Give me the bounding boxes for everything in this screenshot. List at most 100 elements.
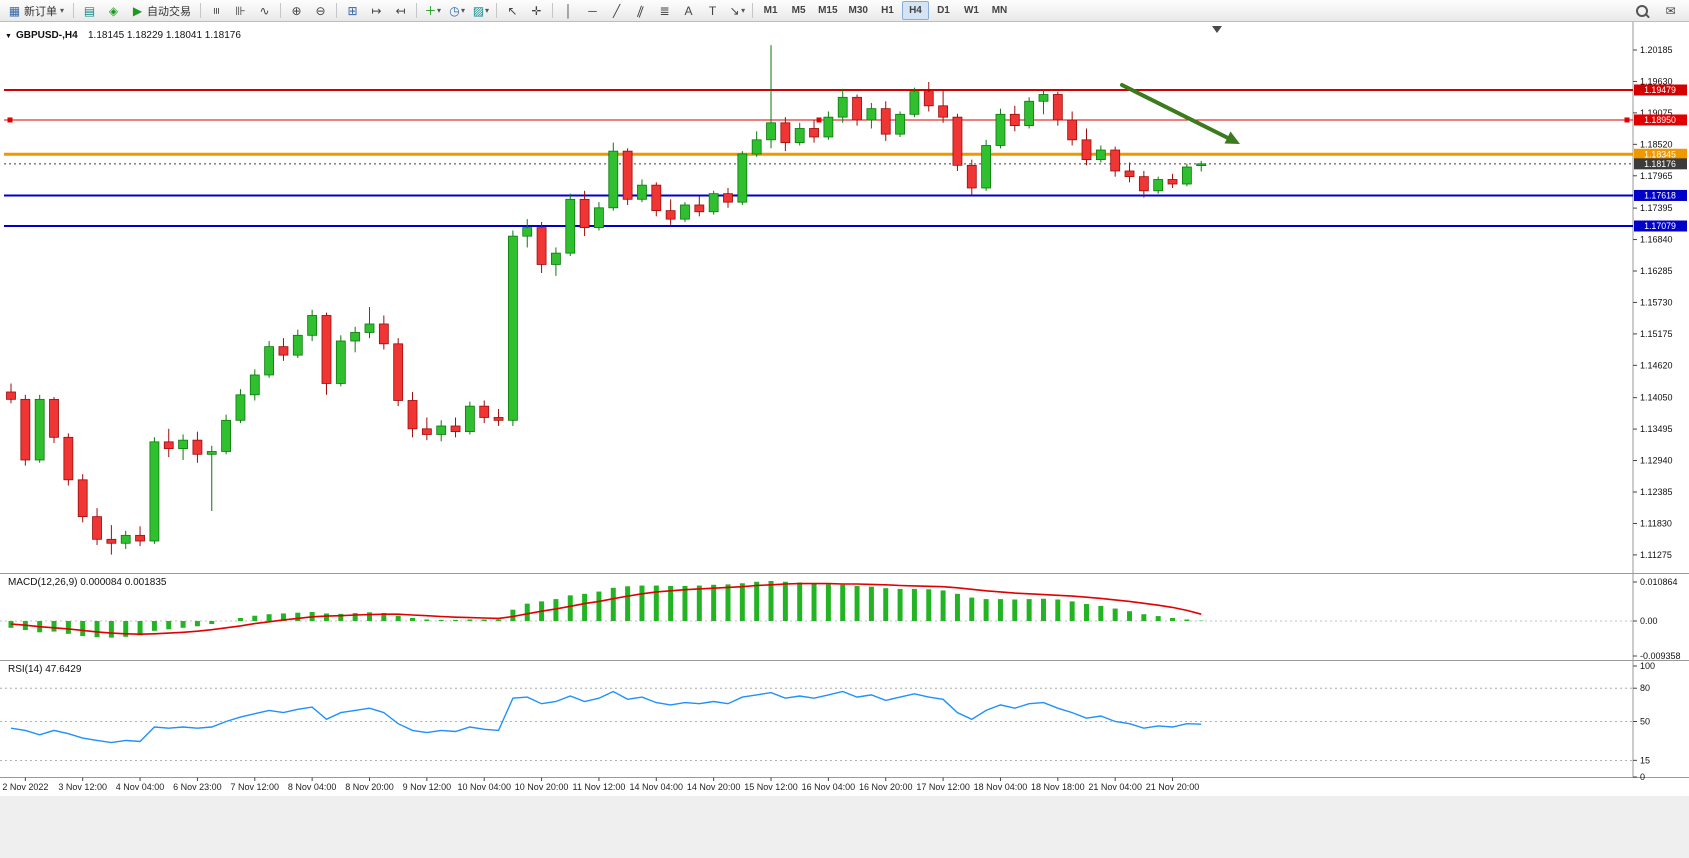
chart-shift-icon: ↤ <box>395 3 406 18</box>
zoom-in-icon: ⊕ <box>291 3 302 18</box>
trendline-button[interactable]: ╱ <box>605 1 628 20</box>
svg-text:9 Nov 12:00: 9 Nov 12:00 <box>403 782 452 792</box>
templates-button[interactable]: ▨ ▾ <box>469 1 492 20</box>
zoom-in-button[interactable]: ⊕ <box>285 1 308 20</box>
chevron-down-icon: ▾ <box>485 6 490 15</box>
candlestick-chart-button[interactable]: ⊪ <box>229 1 252 20</box>
timeframe-mn[interactable]: MN <box>991 5 1008 16</box>
toolbar-separator <box>336 3 338 18</box>
channel-button[interactable]: ∥ <box>629 1 652 20</box>
svg-text:17 Nov 12:00: 17 Nov 12:00 <box>916 782 970 792</box>
fibonacci-button[interactable]: ≣ <box>653 1 676 20</box>
chart-shift-marker <box>1212 26 1222 33</box>
timeframe-m30[interactable]: M30 <box>848 5 868 16</box>
trend-arrow-line[interactable] <box>1120 83 1230 140</box>
periods-button[interactable]: ◷ ▾ <box>445 1 468 20</box>
autotrading-button[interactable]: ▶ 自动交易 <box>126 1 196 20</box>
indicators-add-icon: ＋ <box>424 3 437 18</box>
collapse-panel-icon: ▼ <box>5 33 12 40</box>
timeframe-m1[interactable]: M1 <box>763 5 778 16</box>
rsi-indicator-label: RSI(14) 47.6429 <box>8 664 82 675</box>
svg-text:14 Nov 20:00: 14 Nov 20:00 <box>687 782 741 792</box>
svg-text:1.15175: 1.15175 <box>1640 329 1673 339</box>
cursor-button[interactable]: ↖ <box>501 1 524 20</box>
horizontal-lines-layer[interactable] <box>4 89 1633 228</box>
price-badge <box>1634 114 1687 126</box>
search-button[interactable] <box>1630 1 1653 20</box>
metaeditor-button[interactable]: ◈ <box>102 1 125 20</box>
candles-layer <box>6 45 1207 555</box>
rsi-panel: 100 80 50 15 0 RSI(14) 47.6429 <box>0 661 1655 782</box>
svg-text:0.010864: 0.010864 <box>1640 577 1678 587</box>
timeframe-w1[interactable]: W1 <box>963 5 979 16</box>
arrows-button[interactable]: ↘ ▾ <box>725 1 748 20</box>
hline-handle[interactable] <box>7 117 13 123</box>
toolbar: ▦ 新订单 ▾ ▤ ◈ ▶ 自动交易 ≡ ⊪ ∿ ⊕ ⊖ <box>0 0 1689 22</box>
svg-text:16 Nov 20:00: 16 Nov 20:00 <box>859 782 913 792</box>
svg-text:7 Nov 12:00: 7 Nov 12:00 <box>231 782 280 792</box>
zoom-out-button[interactable]: ⊖ <box>309 1 332 20</box>
text-label-button[interactable]: T <box>701 1 724 20</box>
svg-text:8 Nov 04:00: 8 Nov 04:00 <box>288 782 337 792</box>
bar-chart-button[interactable]: ≡ <box>205 1 228 20</box>
svg-text:1.12940: 1.12940 <box>1640 456 1673 466</box>
svg-text:15: 15 <box>1640 755 1650 765</box>
svg-text:3 Nov 12:00: 3 Nov 12:00 <box>58 782 107 792</box>
trend-arrow[interactable] <box>1120 83 1240 144</box>
svg-text:21 Nov 20:00: 21 Nov 20:00 <box>1146 782 1200 792</box>
svg-text:0: 0 <box>1640 772 1645 782</box>
auto-scroll-button[interactable]: ↦ <box>365 1 388 20</box>
chart-shift-button[interactable]: ↤ <box>389 1 412 20</box>
chat-button[interactable]: ✉ <box>1659 1 1682 20</box>
new-order-button[interactable]: ▦ 新订单 ▾ <box>3 1 69 20</box>
timeframe-d1[interactable]: D1 <box>937 5 950 16</box>
svg-text:2 Nov 2022: 2 Nov 2022 <box>2 782 48 792</box>
timeframe-h4[interactable]: H4 <box>901 1 929 20</box>
chevron-down-icon: ▾ <box>437 6 442 15</box>
svg-text:50: 50 <box>1640 717 1650 727</box>
svg-text:1.13495: 1.13495 <box>1640 424 1673 434</box>
arrows-icon: ↘ <box>729 3 740 18</box>
svg-text:1.17618: 1.17618 <box>1644 191 1676 201</box>
symbol-period-label: GBPUSD-,H4 <box>16 30 78 41</box>
line-chart-button[interactable]: ∿ <box>253 1 276 20</box>
channel-icon: ∥ <box>635 2 646 19</box>
price-badge <box>1634 148 1687 160</box>
crosshair-button[interactable]: ✛ <box>525 1 548 20</box>
vertical-line-button[interactable]: │ <box>557 1 580 20</box>
crosshair-icon: ✛ <box>531 3 542 18</box>
hline-handle[interactable] <box>1624 117 1630 123</box>
timeframe-m5[interactable]: M5 <box>791 5 806 16</box>
trendline-icon: ╱ <box>612 3 621 18</box>
new-order-label: 新订单 <box>24 5 57 18</box>
terminal-button[interactable]: ▤ <box>78 1 101 20</box>
svg-text:1.16285: 1.16285 <box>1640 266 1673 276</box>
svg-text:1.18950: 1.18950 <box>1644 115 1676 125</box>
toolbar-separator <box>496 3 498 18</box>
timeframe-m15[interactable]: M15 <box>818 5 838 16</box>
price-axis[interactable]: 1.20185 1.19630 1.19075 1.18520 1.17965 1.173… <box>1633 45 1673 560</box>
candlestick-icon: ⊪ <box>235 3 246 18</box>
new-order-icon: ▦ <box>8 3 21 18</box>
macd-indicator-label: MACD(12,26,9) 0.000084 0.001835 <box>8 577 167 588</box>
svg-text:1.17079: 1.17079 <box>1644 221 1676 231</box>
svg-text:1.14620: 1.14620 <box>1640 360 1673 370</box>
cursor-icon: ↖ <box>507 3 518 18</box>
hline-handle[interactable] <box>816 117 822 123</box>
timeframe-h1[interactable]: H1 <box>881 5 894 16</box>
svg-text:1.20185: 1.20185 <box>1640 45 1673 55</box>
horizontal-line-button[interactable]: ─ <box>581 1 604 20</box>
svg-text:4 Nov 04:00: 4 Nov 04:00 <box>116 782 165 792</box>
svg-text:1.18345: 1.18345 <box>1644 149 1676 159</box>
svg-text:-0.009358: -0.009358 <box>1640 651 1681 661</box>
tile-windows-button[interactable]: ⊞ <box>341 1 364 20</box>
time-axis[interactable]: 2 Nov 2022 3 Nov 12:00 4 Nov 04:00 6 Nov 23… <box>2 777 1200 793</box>
svg-text:15 Nov 12:00: 15 Nov 12:00 <box>744 782 798 792</box>
price-chart[interactable]: 1.20185 1.19630 1.19075 1.18520 1.17965 1.173… <box>0 22 1689 858</box>
text-button[interactable]: A <box>677 1 700 20</box>
trend-arrow-head <box>1224 131 1240 144</box>
search-icon <box>1635 4 1648 17</box>
indicators-button[interactable]: ＋ ▾ <box>421 1 444 20</box>
templates-icon: ▨ <box>472 3 485 18</box>
svg-text:1.11275: 1.11275 <box>1640 550 1672 560</box>
